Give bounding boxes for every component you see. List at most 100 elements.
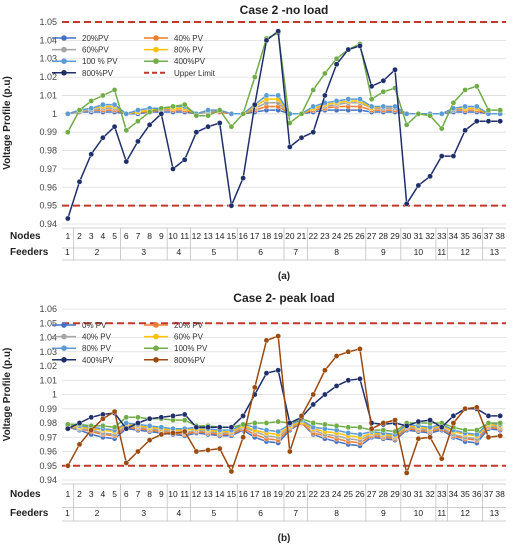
- data-point: [65, 425, 71, 432]
- data-point: [228, 202, 235, 209]
- data-point: [193, 112, 200, 119]
- x-tick-label: 29: [390, 489, 400, 499]
- legend-marker: [61, 70, 67, 76]
- data-point: [485, 107, 492, 113]
- y-tick-label: 0.99: [39, 127, 57, 137]
- data-point: [403, 200, 410, 207]
- data-point: [170, 430, 176, 436]
- data-point: [310, 87, 317, 93]
- x-tick-label: 31: [414, 489, 424, 499]
- data-point: [403, 423, 410, 429]
- data-point: [88, 427, 95, 433]
- y-axis-label: Voltage Profile (p.u): [2, 76, 13, 170]
- x-tick-label: 3: [89, 231, 94, 241]
- data-point: [146, 423, 153, 429]
- x-tick-label: 18: [262, 231, 272, 241]
- legend-label: 100% PV: [174, 344, 208, 353]
- data-point: [65, 111, 71, 117]
- legend-label: 80% PV: [174, 46, 204, 55]
- data-point: [427, 173, 433, 180]
- legend-label: 60%PV: [82, 46, 109, 55]
- data-point: [357, 431, 363, 438]
- x-tick-label: 37: [484, 489, 494, 499]
- data-point: [438, 424, 445, 431]
- data-point: [123, 425, 130, 432]
- y-tick-label: 1: [52, 109, 57, 119]
- feeder-label: 3: [141, 508, 146, 518]
- data-point: [205, 447, 211, 453]
- feeder-label: 13: [490, 508, 500, 518]
- legend-marker: [153, 333, 159, 340]
- data-point: [333, 353, 340, 359]
- data-point: [473, 427, 480, 433]
- data-point: [216, 424, 223, 431]
- x-tick-label: 31: [414, 231, 424, 241]
- feeder-label: 12: [460, 247, 470, 257]
- x-tick-label: 35: [460, 489, 470, 499]
- data-point: [76, 178, 83, 185]
- x-tick-label: 23: [320, 231, 330, 241]
- data-point: [146, 109, 153, 115]
- x-tick-label: 25: [344, 489, 354, 499]
- legend-marker: [61, 345, 67, 352]
- legend-marker: [153, 46, 159, 53]
- data-point: [368, 83, 375, 90]
- series-line: [67, 335, 501, 476]
- data-point: [228, 111, 235, 117]
- feeder-label: 13: [490, 247, 500, 257]
- x-tick-label: 14: [215, 231, 225, 241]
- feeder-label: 2: [95, 508, 100, 518]
- x-tick-label: 12: [192, 489, 202, 499]
- x-tick-label: 36: [472, 231, 482, 241]
- data-point: [322, 92, 328, 99]
- legend-label: 60% PV: [174, 333, 204, 342]
- data-point: [497, 420, 503, 426]
- legend-label: 800%PV: [174, 356, 206, 365]
- legend-marker: [61, 58, 67, 64]
- y-tick-label: 1: [52, 390, 57, 400]
- feeder-label: 4: [176, 508, 181, 518]
- data-point: [438, 153, 445, 159]
- data-point: [310, 103, 317, 110]
- legend-label: 400%PV: [174, 57, 206, 66]
- feeder-label: 5: [212, 508, 217, 518]
- data-point: [181, 156, 188, 163]
- x-tick-label: 13: [203, 489, 213, 499]
- data-point: [146, 437, 153, 443]
- data-point: [111, 408, 118, 415]
- x-tick-label: 2: [77, 231, 82, 241]
- y-tick-label: 1.01: [39, 90, 57, 100]
- data-point: [392, 417, 398, 423]
- legend-label: 20% PV: [174, 321, 204, 330]
- data-point: [111, 87, 118, 93]
- x-tick-label: 36: [472, 489, 482, 499]
- y-tick-label: 0.94: [39, 475, 57, 485]
- data-point: [193, 448, 200, 455]
- data-point: [415, 435, 422, 442]
- data-point: [345, 377, 352, 384]
- data-point: [310, 129, 317, 135]
- data-point: [88, 105, 95, 112]
- x-tick-label: 14: [215, 489, 225, 499]
- data-point: [146, 415, 153, 422]
- x-tick-label: 10: [168, 231, 178, 241]
- data-point: [111, 101, 118, 108]
- data-point: [403, 122, 410, 128]
- feeder-label: 7: [293, 247, 298, 257]
- y-axis-label: Voltage Profile (p.u): [2, 348, 13, 442]
- data-point: [357, 346, 363, 352]
- data-point: [427, 112, 433, 119]
- feeder-label: 9: [381, 247, 386, 257]
- data-point: [415, 111, 422, 117]
- data-point: [158, 105, 165, 112]
- x-tick-label: 7: [136, 489, 141, 499]
- data-point: [170, 103, 176, 110]
- x-tick-label: 30: [402, 231, 412, 241]
- data-point: [485, 413, 492, 419]
- data-point: [88, 98, 95, 104]
- x-tick-label: 12: [192, 231, 202, 241]
- data-point: [298, 413, 305, 419]
- data-point: [357, 424, 363, 431]
- data-point: [287, 448, 293, 455]
